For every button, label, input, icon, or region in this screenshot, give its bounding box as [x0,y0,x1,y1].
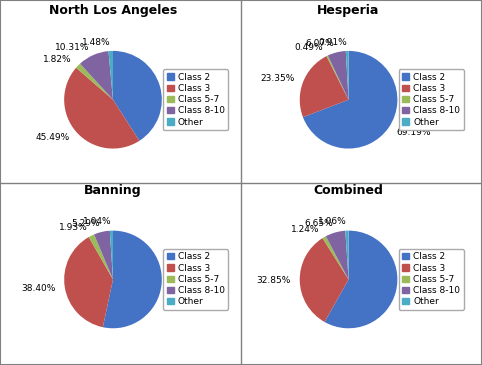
Wedge shape [103,231,162,328]
Wedge shape [326,231,348,280]
Wedge shape [328,51,348,100]
Text: 10.31%: 10.31% [55,43,90,51]
Title: Banning: Banning [84,184,142,197]
Wedge shape [89,234,113,280]
Wedge shape [80,51,113,100]
Text: 40.90%: 40.90% [168,79,202,88]
Legend: Class 2, Class 3, Class 5-7, Class 8-10, Other: Class 2, Class 3, Class 5-7, Class 8-10,… [399,249,464,310]
Legend: Class 2, Class 3, Class 5-7, Class 8-10, Other: Class 2, Class 3, Class 5-7, Class 8-10,… [399,69,464,130]
Wedge shape [300,56,348,117]
Text: 0.91%: 0.91% [318,38,347,47]
Wedge shape [64,237,113,327]
Text: 1.48%: 1.48% [81,38,110,47]
Text: 1.24%: 1.24% [291,225,320,234]
Wedge shape [324,231,397,328]
Text: 1.06%: 1.06% [318,217,347,226]
Legend: Class 2, Class 3, Class 5-7, Class 8-10, Other: Class 2, Class 3, Class 5-7, Class 8-10,… [163,249,228,310]
Text: 1.04%: 1.04% [82,217,111,226]
Text: 1.82%: 1.82% [43,55,72,64]
Text: 58.18%: 58.18% [404,289,439,299]
Wedge shape [300,238,348,322]
Legend: Class 2, Class 3, Class 5-7, Class 8-10, Other: Class 2, Class 3, Class 5-7, Class 8-10,… [163,69,228,130]
Wedge shape [113,51,162,141]
Text: 32.85%: 32.85% [256,276,291,285]
Wedge shape [303,51,397,149]
Text: 45.49%: 45.49% [35,133,69,142]
Text: 0.49%: 0.49% [295,43,323,53]
Wedge shape [326,55,348,100]
Wedge shape [108,51,113,100]
Title: Hesperia: Hesperia [317,4,380,17]
Wedge shape [64,68,139,149]
Text: 1.93%: 1.93% [59,223,88,232]
Text: 69.19%: 69.19% [396,128,430,137]
Wedge shape [345,231,348,280]
Wedge shape [94,231,113,280]
Text: 23.35%: 23.35% [260,74,295,84]
Text: 38.40%: 38.40% [22,284,56,293]
Wedge shape [110,231,113,280]
Text: 6.65%: 6.65% [304,219,333,228]
Text: 6.07%: 6.07% [306,39,335,48]
Wedge shape [76,64,113,100]
Title: Combined: Combined [314,184,384,197]
Text: 53.34%: 53.34% [170,281,205,290]
Wedge shape [346,51,348,100]
Wedge shape [322,236,348,280]
Title: North Los Angeles: North Los Angeles [49,4,177,17]
Text: 5.29%: 5.29% [71,219,100,228]
